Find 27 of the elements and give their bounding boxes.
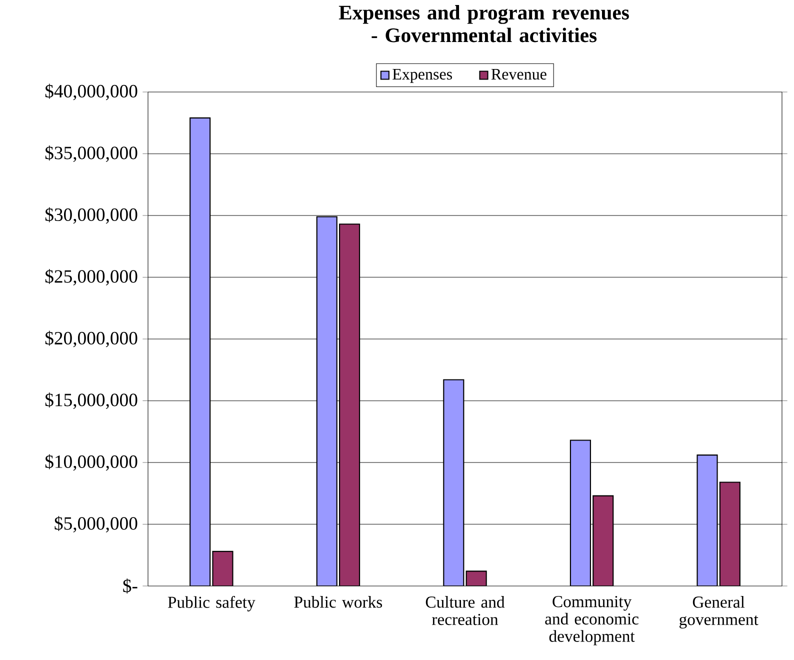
bar — [570, 440, 591, 586]
bar — [719, 482, 740, 586]
y-tick-label: $40,000,000 — [45, 84, 138, 100]
x-tick-label: Culture and recreation — [426, 596, 505, 626]
y-tick-label: $20,000,000 — [45, 330, 138, 348]
y-tick-label: $15,000,000 — [45, 392, 138, 409]
x-tick-label: Public works — [294, 596, 382, 608]
chart-title: Expenses and program revenues - Governmental activities — [338, 5, 629, 42]
bar — [190, 117, 211, 586]
y-tick-label: $30,000,000 — [45, 207, 138, 224]
y-tick-label: $25,000,000 — [45, 269, 138, 286]
bar — [592, 495, 614, 586]
bar — [212, 550, 234, 586]
bar — [696, 454, 718, 586]
bar — [443, 379, 464, 586]
bar — [466, 570, 487, 586]
y-tick-label: $35,000,000 — [45, 146, 138, 162]
legend-label: Revenue — [491, 68, 546, 80]
y-tick-label: $10,000,000 — [45, 454, 138, 471]
x-tick-label: Community and economic development — [545, 596, 638, 646]
y-tick-label: $- — [123, 578, 138, 594]
bar — [338, 224, 360, 586]
bar — [316, 216, 338, 586]
x-tick-label: General government — [680, 596, 758, 629]
legend-label: Expenses — [392, 68, 452, 83]
y-tick-label: $5,000,000 — [54, 516, 138, 532]
x-tick-label: Public safety — [168, 596, 256, 612]
